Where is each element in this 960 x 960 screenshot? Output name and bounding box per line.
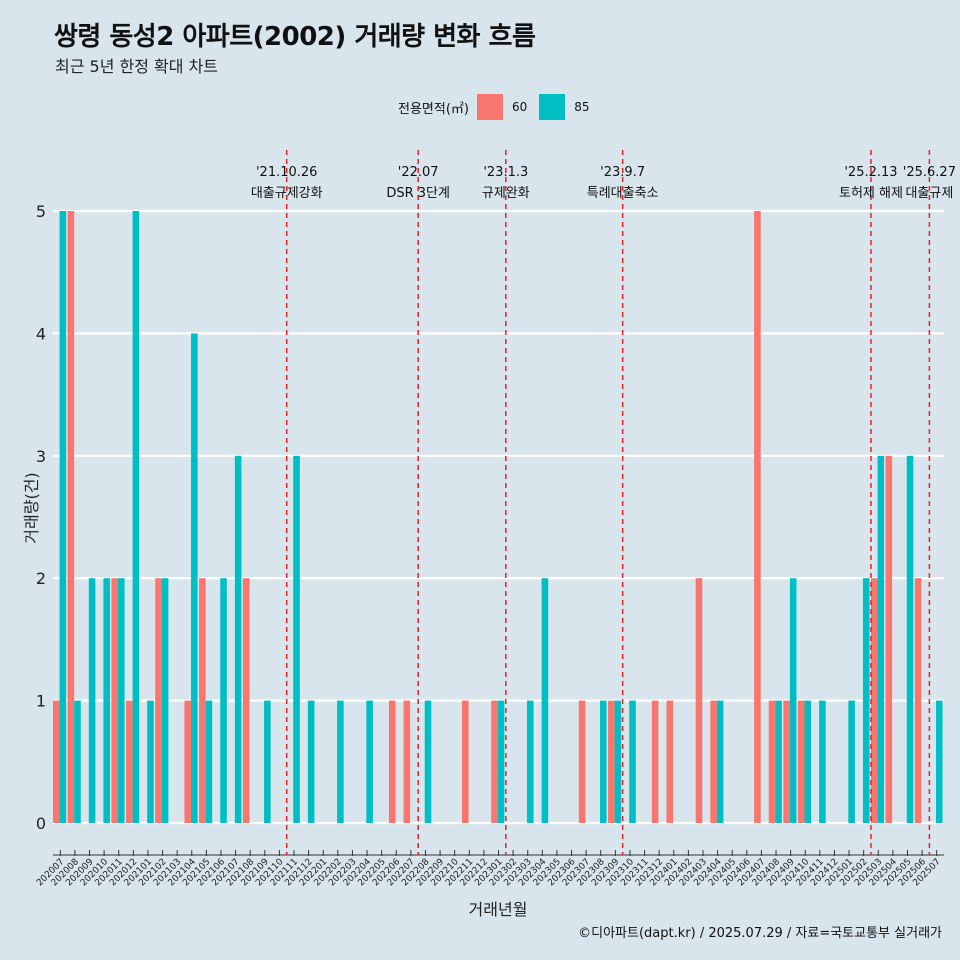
legend-label-60: 60: [511, 100, 528, 114]
bar-85-202202: [337, 700, 344, 823]
y-tick-label-4: 4: [36, 324, 46, 343]
bar-85-202409: [789, 578, 797, 823]
bar-60-202206: [388, 700, 396, 823]
bar-85-202109: [264, 700, 271, 823]
y-axis-label: 거래량(건): [22, 472, 41, 544]
bar-85-202505: [906, 455, 914, 823]
legend: 전용면적(㎡) 60 85: [398, 93, 602, 121]
bar-60-202409: [783, 700, 790, 823]
bar-85-202501: [848, 700, 855, 823]
bar-85-202101: [147, 700, 154, 823]
bar-85-202011: [117, 578, 125, 823]
legend-title: 전용면적(㎡): [398, 101, 469, 117]
bar-85-202410: [804, 700, 812, 823]
bar-60-202307: [578, 700, 586, 823]
bar-85-202008: [74, 700, 81, 823]
y-tick-label-3: 3: [36, 447, 46, 466]
x-axis-label: 거래년월: [468, 900, 528, 919]
bar-60-202108: [242, 578, 250, 823]
bar-85-202408: [775, 700, 782, 823]
bar-60-202503: [870, 578, 878, 823]
bar-85-202502: [862, 578, 870, 823]
bar-60-202011: [111, 578, 118, 823]
bar-85-202308: [600, 700, 607, 823]
source-footer: ©디아파트(dapt.kr) / 2025.07.29 / 자료=국토교통부 실…: [578, 926, 942, 941]
chart-title: 쌍령 동성2 아파트(2002) 거래량 변화 흐름: [54, 22, 536, 52]
bar-85-202007: [59, 211, 67, 823]
bar-85-202303: [526, 700, 534, 823]
annotation-date-3: '23.9.7: [600, 165, 645, 180]
bar-60-202401: [666, 700, 674, 823]
bar-60-202105: [199, 578, 206, 823]
annotation-label-3: 특례대출축소: [587, 186, 659, 201]
bar-85-202111: [293, 455, 300, 823]
bar-85-202112: [307, 700, 315, 823]
bar-60-202504: [885, 455, 893, 823]
annotation-label-0: 대출규제강화: [251, 186, 323, 201]
annotation-date-1: '22.07: [398, 165, 439, 180]
bar-85-202107: [234, 455, 242, 823]
bar-85-202012: [132, 211, 140, 823]
bar-85-202106: [220, 578, 227, 823]
annotation-date-0: '21.10.26: [256, 165, 317, 180]
y-tick-label-1: 1: [36, 692, 46, 711]
annotation-label-5: 대출규제: [905, 186, 953, 201]
bar-85-202208: [424, 700, 432, 823]
annotation-date-4: '25.2.13: [844, 165, 897, 180]
annotation-date-2: '23.1.3: [483, 165, 528, 180]
bar-60-202104: [184, 700, 192, 823]
annotation-label-4: 토허제 해제: [839, 186, 903, 201]
annotation-label-1: DSR 3단계: [386, 186, 450, 201]
bar-60-202207: [403, 700, 411, 823]
bar-85-202301: [497, 700, 505, 823]
bar-85-202102: [161, 578, 169, 823]
bar-60-202102: [155, 578, 162, 823]
bar-85-202304: [541, 578, 549, 823]
bar-60-202309: [608, 700, 615, 823]
bar-85-202310: [629, 700, 636, 823]
chart-subtitle: 최근 5년 한정 확대 차트: [55, 57, 219, 76]
bar-85-202503: [877, 455, 885, 823]
bar-85-202404: [716, 700, 724, 823]
bar-60-202008: [67, 211, 75, 823]
bar-85-202010: [103, 578, 110, 823]
bar-85-202411: [819, 700, 826, 823]
legend-key-60: [476, 94, 503, 120]
bar-60-202403: [695, 578, 703, 823]
bar-85-202009: [88, 578, 96, 823]
legend-label-85: 85: [574, 100, 590, 114]
legend-key-85: [539, 94, 566, 120]
bar-60-202301: [491, 700, 498, 823]
bar-60-202012: [126, 700, 133, 823]
annotation-date-5: '25.6.27: [903, 165, 956, 180]
y-tick-label-0: 0: [36, 814, 46, 833]
bar-60-202312: [651, 700, 659, 823]
bar-85-202507: [935, 700, 943, 823]
bar-60-202407: [754, 211, 761, 823]
bar-60-202408: [768, 700, 776, 823]
bar-60-202211: [461, 700, 469, 823]
bar-60-202007: [53, 700, 60, 823]
bar-60-202506: [914, 578, 922, 823]
bar-85-202204: [366, 700, 373, 823]
bar-60-202410: [797, 700, 805, 823]
bar-85-202309: [614, 700, 622, 823]
bar-85-202105: [205, 700, 213, 823]
annotation-label-2: 규제완화: [482, 186, 530, 201]
bar-85-202104: [191, 333, 198, 823]
y-tick-label-2: 2: [36, 569, 46, 588]
bar-60-202404: [710, 700, 717, 823]
y-tick-label-5: 5: [36, 202, 46, 221]
